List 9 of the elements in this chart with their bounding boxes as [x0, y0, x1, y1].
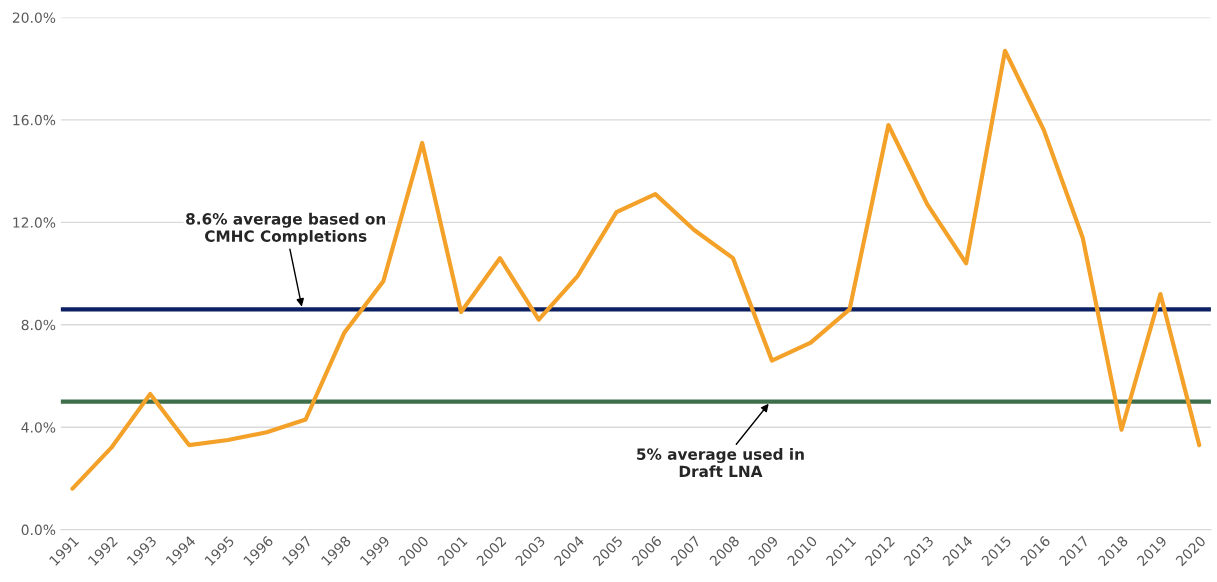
- y-tick-label: 16.0%: [13, 114, 56, 126]
- y-tick-label: 12.0%: [13, 217, 56, 228]
- y-tick-label: 20.0%: [12, 12, 56, 23]
- y-tick-label: 8.0%: [21, 319, 56, 331]
- y-tick-label: 0.0%: [21, 524, 56, 536]
- line-series: [70, 48, 1202, 491]
- y-tick-label: 4.0%: [21, 422, 56, 433]
- ref-line-label: 5% average used in Draft LNA: [637, 448, 804, 478]
- ref-line-label: 8.6% average based on CMHC Completions: [186, 212, 386, 245]
